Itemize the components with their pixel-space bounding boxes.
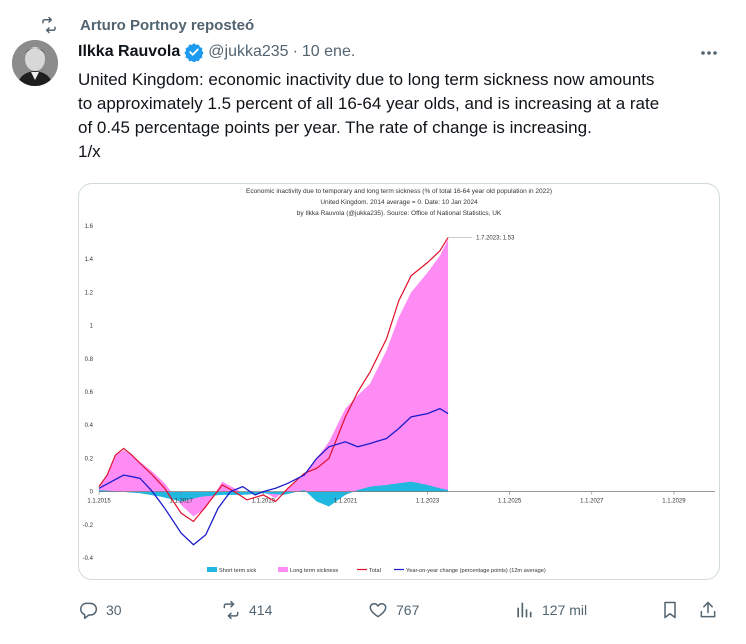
x-tick-label: 1.1.2017 — [169, 499, 193, 505]
x-tick-label: 1.1.2019 — [252, 499, 276, 505]
avatar[interactable] — [12, 40, 58, 86]
chart-title: Economic inactivity due to temporary and… — [246, 188, 552, 195]
legend-swatch — [278, 567, 288, 572]
like-button[interactable]: 767 — [368, 596, 419, 624]
y-tick-label: 1.2 — [85, 290, 94, 296]
chart-subtitle-1: United Kingdom. 2014 average = 0. Date: … — [320, 199, 478, 206]
legend-label: Year-on-year change (percentage points) … — [406, 568, 546, 574]
y-tick-label: -0.2 — [83, 523, 94, 529]
x-tick-label: 1.1.2027 — [580, 499, 604, 505]
reply-button[interactable]: 30 — [78, 596, 122, 624]
y-tick-label: 1.4 — [85, 257, 94, 263]
heart-icon — [369, 603, 387, 618]
x-tick-label: 1.1.2015 — [87, 499, 111, 505]
post-date[interactable]: 10 ene. — [301, 43, 356, 60]
long-term-sickness-area — [99, 239, 449, 517]
views-icon — [517, 602, 532, 618]
y-tick-label: 0.8 — [85, 357, 94, 363]
reply-count: 30 — [106, 602, 122, 618]
chart-image[interactable]: Economic inactivity due to temporary and… — [78, 183, 720, 580]
y-tick-label: 0 — [90, 490, 94, 496]
view-count: 127 mil — [542, 602, 588, 618]
tweet-header: Ilkka Rauvola @jukka235 · 10 ene. — [78, 40, 355, 64]
y-tick-label: 0.6 — [85, 390, 94, 396]
share-icon — [700, 601, 716, 618]
y-tick-label: 0.2 — [85, 456, 94, 462]
repost-label: Arturo Portnoy reposteó — [80, 16, 255, 34]
author-handle[interactable]: @jukka235 — [208, 43, 289, 60]
legend-label: Total — [369, 568, 381, 574]
y-tick-label: 1 — [90, 324, 94, 330]
x-tick-label: 1.1.2025 — [498, 499, 522, 505]
author-name[interactable]: Ilkka Rauvola — [78, 43, 181, 60]
legend-label: Long term sickness — [290, 568, 338, 574]
bookmark-button[interactable] — [660, 596, 688, 624]
yoy-change-line — [98, 407, 449, 546]
x-tick-label: 1.1.2021 — [334, 499, 358, 505]
share-button[interactable] — [698, 596, 726, 624]
reply-icon — [80, 602, 98, 620]
repost-icon — [42, 16, 56, 34]
tweet-text: United Kingdom: economic inactivity due … — [78, 70, 660, 161]
x-tick-label: 1.1.2023 — [416, 499, 440, 505]
total-line — [98, 237, 449, 523]
bookmark-icon — [664, 601, 676, 619]
repost-icon — [223, 600, 239, 620]
legend-label: Short term sick — [219, 568, 257, 574]
sickness-chart: Economic inactivity due to temporary and… — [83, 188, 715, 574]
verified-badge-icon — [184, 43, 204, 62]
action-bar: 30 414 767 127 mil — [78, 596, 726, 624]
y-tick-label: -0.4 — [83, 556, 94, 562]
like-count: 767 — [396, 602, 420, 618]
repost-indicator[interactable]: Arturo Portnoy reposteó — [40, 14, 254, 36]
more-icon — [701, 51, 717, 55]
y-tick-label: 0.4 — [85, 423, 94, 429]
legend-swatch — [207, 567, 217, 572]
more-options-button[interactable] — [698, 42, 720, 64]
views-button[interactable]: 127 mil — [514, 596, 587, 624]
chart-subtitle-2: by Ilkka Rauvola (@jukka235). Source: Of… — [297, 210, 502, 217]
repost-button[interactable]: 414 — [221, 596, 272, 624]
meta-separator: · — [292, 43, 298, 60]
y-tick-label: 1.6 — [85, 224, 94, 230]
x-tick-label: 1.1.2029 — [662, 499, 686, 505]
annotation-label: 1.7.2023; 1.53 — [476, 236, 515, 242]
repost-count: 414 — [249, 602, 273, 618]
